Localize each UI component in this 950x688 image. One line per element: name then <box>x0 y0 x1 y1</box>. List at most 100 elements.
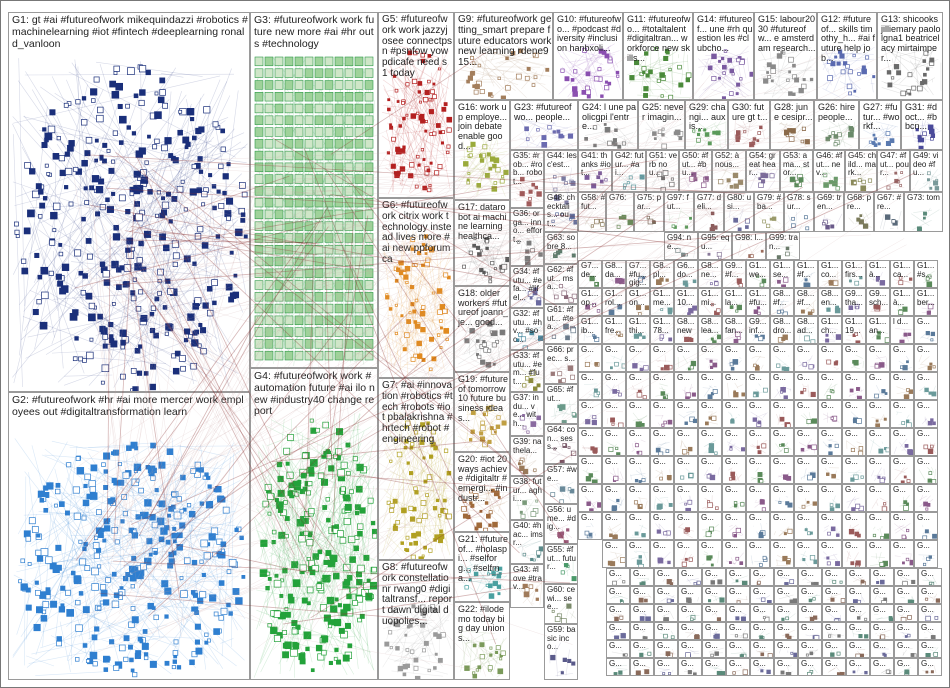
node-icon <box>417 251 422 256</box>
group-edge <box>774 280 777 286</box>
node-icon <box>344 221 354 231</box>
node-icon <box>363 582 371 590</box>
node-icon <box>292 642 300 650</box>
node-icon <box>183 338 189 343</box>
node-icon <box>314 209 324 220</box>
node-icon <box>277 475 284 483</box>
node-icon <box>102 334 109 340</box>
node-icon <box>186 108 195 116</box>
node-icon <box>284 103 294 114</box>
node-icon <box>95 211 101 217</box>
node-icon <box>153 614 159 621</box>
node-icon <box>343 518 351 526</box>
node-icon <box>159 77 166 84</box>
node-icon <box>413 353 418 359</box>
node-icon <box>432 607 438 613</box>
node-icon <box>432 506 438 511</box>
node-icon <box>490 94 494 98</box>
node-icon <box>390 163 396 169</box>
node-icon <box>420 327 426 333</box>
node-icon <box>435 123 441 128</box>
node-icon <box>416 340 422 347</box>
node-icon <box>21 258 27 264</box>
group-g7: G7: #ai #innovation #robotics #tech #rob… <box>378 378 454 560</box>
group-edge <box>388 434 453 466</box>
node-icon <box>364 139 374 149</box>
group-edge <box>430 86 441 161</box>
node-icon <box>284 516 290 521</box>
group-edge <box>139 563 215 644</box>
node-icon <box>312 553 320 560</box>
node-icon <box>99 584 107 591</box>
node-icon <box>279 594 284 598</box>
group-edge <box>329 459 341 469</box>
group-edge <box>466 47 498 77</box>
group-edge <box>54 92 241 211</box>
group-g7-label: G7: #ai #innovation #robotics #tech #rob… <box>382 380 453 445</box>
group-edge <box>14 438 155 637</box>
node-icon <box>344 127 354 137</box>
node-icon <box>324 292 334 302</box>
group-small: G1... 78... <box>650 316 674 344</box>
group-edge <box>25 71 68 140</box>
node-icon <box>424 609 428 613</box>
node-icon <box>923 211 927 216</box>
node-icon <box>199 327 207 334</box>
node-icon <box>211 184 217 189</box>
node-icon <box>643 93 649 98</box>
node-icon <box>103 279 111 286</box>
group-g12-label: G12: #futureof... skills timothy_h... #a… <box>821 14 876 63</box>
node-icon <box>264 256 274 267</box>
node-icon <box>164 331 169 336</box>
node-icon <box>239 535 244 541</box>
node-icon <box>41 141 48 149</box>
node-icon <box>143 652 149 657</box>
node-icon <box>294 68 304 78</box>
node-icon <box>264 92 274 102</box>
node-icon <box>470 503 475 508</box>
group-g19: G19: #futureof tomorrow 10 future busine… <box>454 372 510 452</box>
node-icon <box>254 115 264 125</box>
group-edge <box>631 80 681 82</box>
node-icon <box>199 559 204 564</box>
node-icon <box>203 552 211 560</box>
group-small-label: G1... à... <box>893 289 911 307</box>
node-icon <box>126 237 134 245</box>
node-icon <box>479 654 485 660</box>
group-edge <box>13 134 23 387</box>
node-icon <box>101 462 106 467</box>
node-icon <box>582 47 587 53</box>
node-icon <box>264 115 274 125</box>
node-icon <box>711 53 717 60</box>
node-icon <box>65 589 71 596</box>
group-g73: G73: tom <box>904 192 943 232</box>
node-icon <box>421 242 426 247</box>
group-edge <box>684 177 690 188</box>
node-icon <box>274 315 284 325</box>
node-icon <box>612 138 617 143</box>
node-icon <box>684 283 689 287</box>
group-g79-label: G79: #ba... <box>757 193 782 211</box>
node-icon <box>167 513 172 518</box>
node-icon <box>593 335 597 340</box>
node-icon <box>57 280 64 287</box>
group-edge <box>259 473 272 483</box>
node-icon <box>355 571 362 578</box>
node-icon <box>36 555 44 562</box>
node-icon <box>274 256 284 267</box>
node-icon <box>835 186 840 191</box>
node-icon <box>284 127 294 137</box>
node-icon <box>439 346 443 349</box>
node-icon <box>400 541 404 545</box>
node-icon <box>267 577 272 581</box>
group-edge <box>648 61 678 79</box>
group-edge <box>119 150 170 334</box>
group-g54: G54: great hear... <box>746 150 780 192</box>
group-small: G... <box>914 316 938 344</box>
node-icon <box>284 115 294 125</box>
node-icon <box>398 124 402 128</box>
node-icon <box>585 85 590 91</box>
node-icon <box>334 647 339 652</box>
node-icon <box>414 430 419 435</box>
node-icon <box>519 510 523 514</box>
